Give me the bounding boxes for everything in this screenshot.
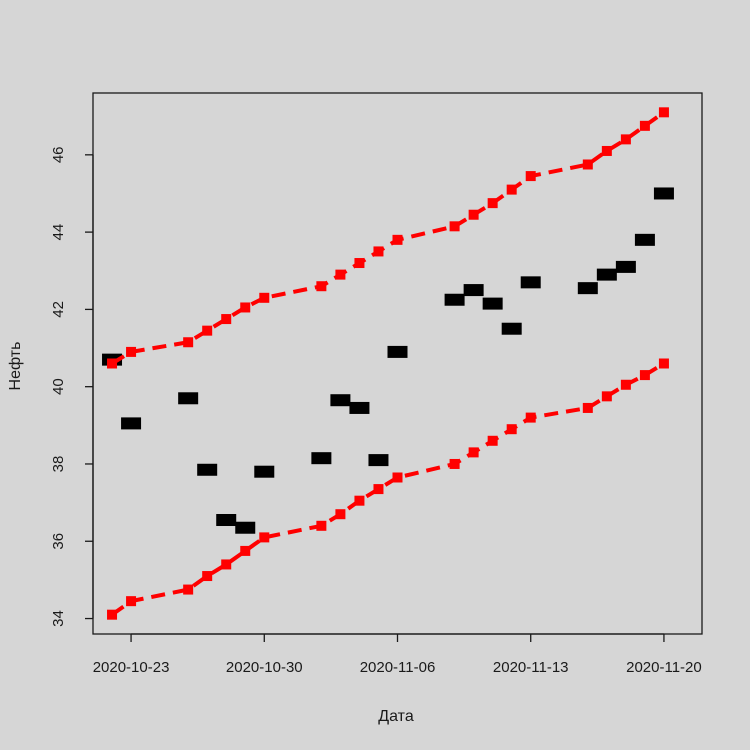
series-line	[110, 361, 665, 617]
data-point	[354, 495, 365, 506]
data-point	[240, 302, 251, 313]
data-point	[449, 221, 460, 232]
data-point	[316, 281, 327, 292]
data-point	[658, 358, 669, 369]
data-point	[178, 392, 199, 405]
data-point	[373, 246, 384, 257]
data-point	[620, 134, 631, 145]
data-point	[501, 322, 522, 335]
data-point	[107, 609, 118, 620]
y-tick-label: 46	[50, 146, 67, 163]
series-2	[107, 358, 669, 620]
data-point	[525, 412, 536, 423]
data-point	[330, 394, 351, 407]
y-axis-label: Нефть	[7, 342, 24, 391]
data-point	[235, 521, 256, 534]
data-point	[487, 198, 498, 209]
data-point	[354, 258, 365, 269]
data-point	[449, 458, 460, 469]
data-point	[601, 391, 612, 402]
data-point	[596, 268, 617, 281]
data-point	[197, 463, 218, 476]
data-point	[259, 292, 270, 303]
y-tick-label: 44	[50, 224, 67, 241]
data-point	[444, 293, 465, 306]
y-tick-label: 42	[50, 301, 67, 318]
data-point	[349, 401, 370, 414]
y-tick-label: 40	[50, 378, 67, 395]
data-point	[121, 417, 142, 430]
data-point	[620, 379, 631, 390]
data-point	[240, 545, 251, 556]
data-point	[639, 120, 650, 131]
data-point	[387, 345, 408, 358]
data-point	[183, 584, 194, 595]
data-point	[482, 297, 503, 310]
x-tick-label: 2020-11-13	[493, 659, 569, 676]
data-point	[216, 514, 237, 527]
data-point	[126, 346, 137, 357]
data-point	[202, 325, 213, 336]
data-point	[520, 276, 541, 289]
x-tick-label: 2020-11-06	[360, 659, 436, 676]
data-point	[582, 159, 593, 170]
data-point	[506, 424, 517, 435]
data-point	[311, 452, 332, 465]
y-tick-label: 36	[50, 533, 67, 550]
data-point	[254, 465, 275, 478]
data-point	[468, 209, 479, 220]
data-point	[335, 269, 346, 280]
plot-area	[92, 92, 703, 635]
x-tick-label: 2020-10-23	[93, 659, 170, 676]
data-point	[202, 571, 213, 582]
data-point	[221, 559, 232, 570]
data-point	[463, 284, 484, 297]
data-point	[183, 337, 194, 348]
data-point	[392, 234, 403, 245]
data-point	[221, 314, 232, 325]
data-point	[126, 596, 137, 607]
data-point	[582, 402, 593, 413]
series-layer	[102, 107, 674, 620]
y-tick-label: 34	[50, 610, 67, 627]
y-tick-label: 38	[50, 456, 67, 473]
axis-layer: 2020-10-23 2020-10-30 2020-11-06 2020-11-13…	[50, 146, 702, 676]
data-point	[506, 184, 517, 195]
series-1	[107, 107, 669, 369]
data-point	[615, 260, 636, 273]
data-point	[577, 282, 598, 295]
data-point	[259, 532, 270, 543]
data-point	[335, 509, 346, 520]
data-point	[316, 520, 327, 531]
data-point	[392, 472, 403, 483]
data-point	[525, 171, 536, 182]
data-point	[634, 233, 655, 246]
series-0	[102, 187, 674, 534]
data-point	[373, 484, 384, 495]
data-point	[468, 447, 479, 458]
data-point	[487, 435, 498, 446]
data-point	[658, 107, 669, 118]
data-point	[639, 370, 650, 381]
x-tick-label: 2020-10-30	[226, 659, 303, 676]
x-axis-label: Дата	[378, 708, 414, 725]
data-point	[107, 358, 118, 369]
data-point	[601, 145, 612, 156]
data-point	[368, 454, 389, 467]
data-point	[653, 187, 674, 200]
x-tick-label: 2020-11-20	[626, 659, 702, 676]
series-line	[110, 110, 666, 366]
